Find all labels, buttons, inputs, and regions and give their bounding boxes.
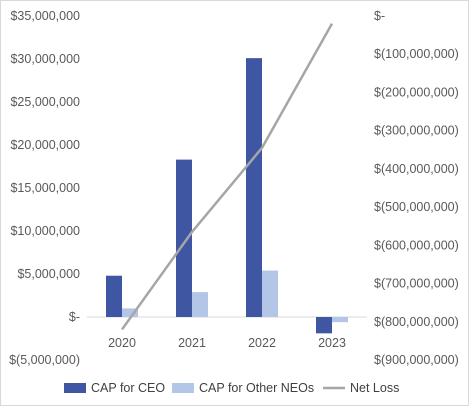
- right-tick-label: $(400,000,000): [374, 162, 459, 176]
- category-label: 2023: [318, 336, 346, 350]
- right-tick-label: $(600,000,000): [374, 238, 459, 252]
- neo-bar: [262, 271, 278, 317]
- right-tick-label: $-: [374, 9, 385, 23]
- neo-bar: [332, 317, 348, 322]
- legend-swatch-ceo: [64, 383, 86, 393]
- right-axis-ticks: $- $(100,000,000) $(200,000,000) $(300,000,…: [374, 9, 459, 367]
- category-label: 2022: [248, 336, 276, 350]
- left-tick-label: $10,000,000: [10, 224, 80, 238]
- left-tick-label: $15,000,000: [10, 181, 80, 195]
- right-tick-label: $(500,000,000): [374, 200, 459, 214]
- left-tick-label: $20,000,000: [10, 138, 80, 152]
- legend-label-net-loss: Net Loss: [350, 381, 399, 395]
- neo-bar: [192, 292, 208, 317]
- category-label: 2020: [108, 336, 136, 350]
- left-tick-label: $30,000,000: [10, 52, 80, 66]
- left-tick-label: $-: [69, 310, 80, 324]
- legend-label-ceo: CAP for CEO: [91, 381, 165, 395]
- ceo-bar: [106, 276, 122, 317]
- right-tick-label: $(700,000,000): [374, 277, 459, 291]
- left-tick-label: $5,000,000: [17, 267, 80, 281]
- right-tick-label: $(800,000,000): [374, 315, 459, 329]
- bar-series: [106, 58, 348, 333]
- left-tick-label: $(5,000,000): [9, 353, 80, 367]
- ceo-bar: [176, 160, 192, 317]
- left-tick-label: $35,000,000: [10, 9, 80, 23]
- right-tick-label: $(300,000,000): [374, 124, 459, 138]
- right-tick-label: $(900,000,000): [374, 353, 459, 367]
- ceo-bar: [246, 58, 262, 317]
- left-axis-ticks: $35,000,000 $30,000,000 $25,000,000 $20,000…: [9, 9, 80, 367]
- ceo-bar: [316, 317, 332, 333]
- legend-swatch-neo: [172, 383, 194, 393]
- right-tick-label: $(100,000,000): [374, 47, 459, 61]
- left-tick-label: $25,000,000: [10, 95, 80, 109]
- category-label: 2021: [178, 336, 206, 350]
- net-loss-line: [122, 24, 332, 330]
- right-tick-label: $(200,000,000): [374, 85, 459, 99]
- legend: CAP for CEO CAP for Other NEOs Net Loss: [64, 381, 399, 395]
- net-loss-series: [122, 24, 332, 330]
- category-labels: 2020 2021 2022 2023: [108, 336, 346, 350]
- legend-label-neo: CAP for Other NEOs: [199, 381, 314, 395]
